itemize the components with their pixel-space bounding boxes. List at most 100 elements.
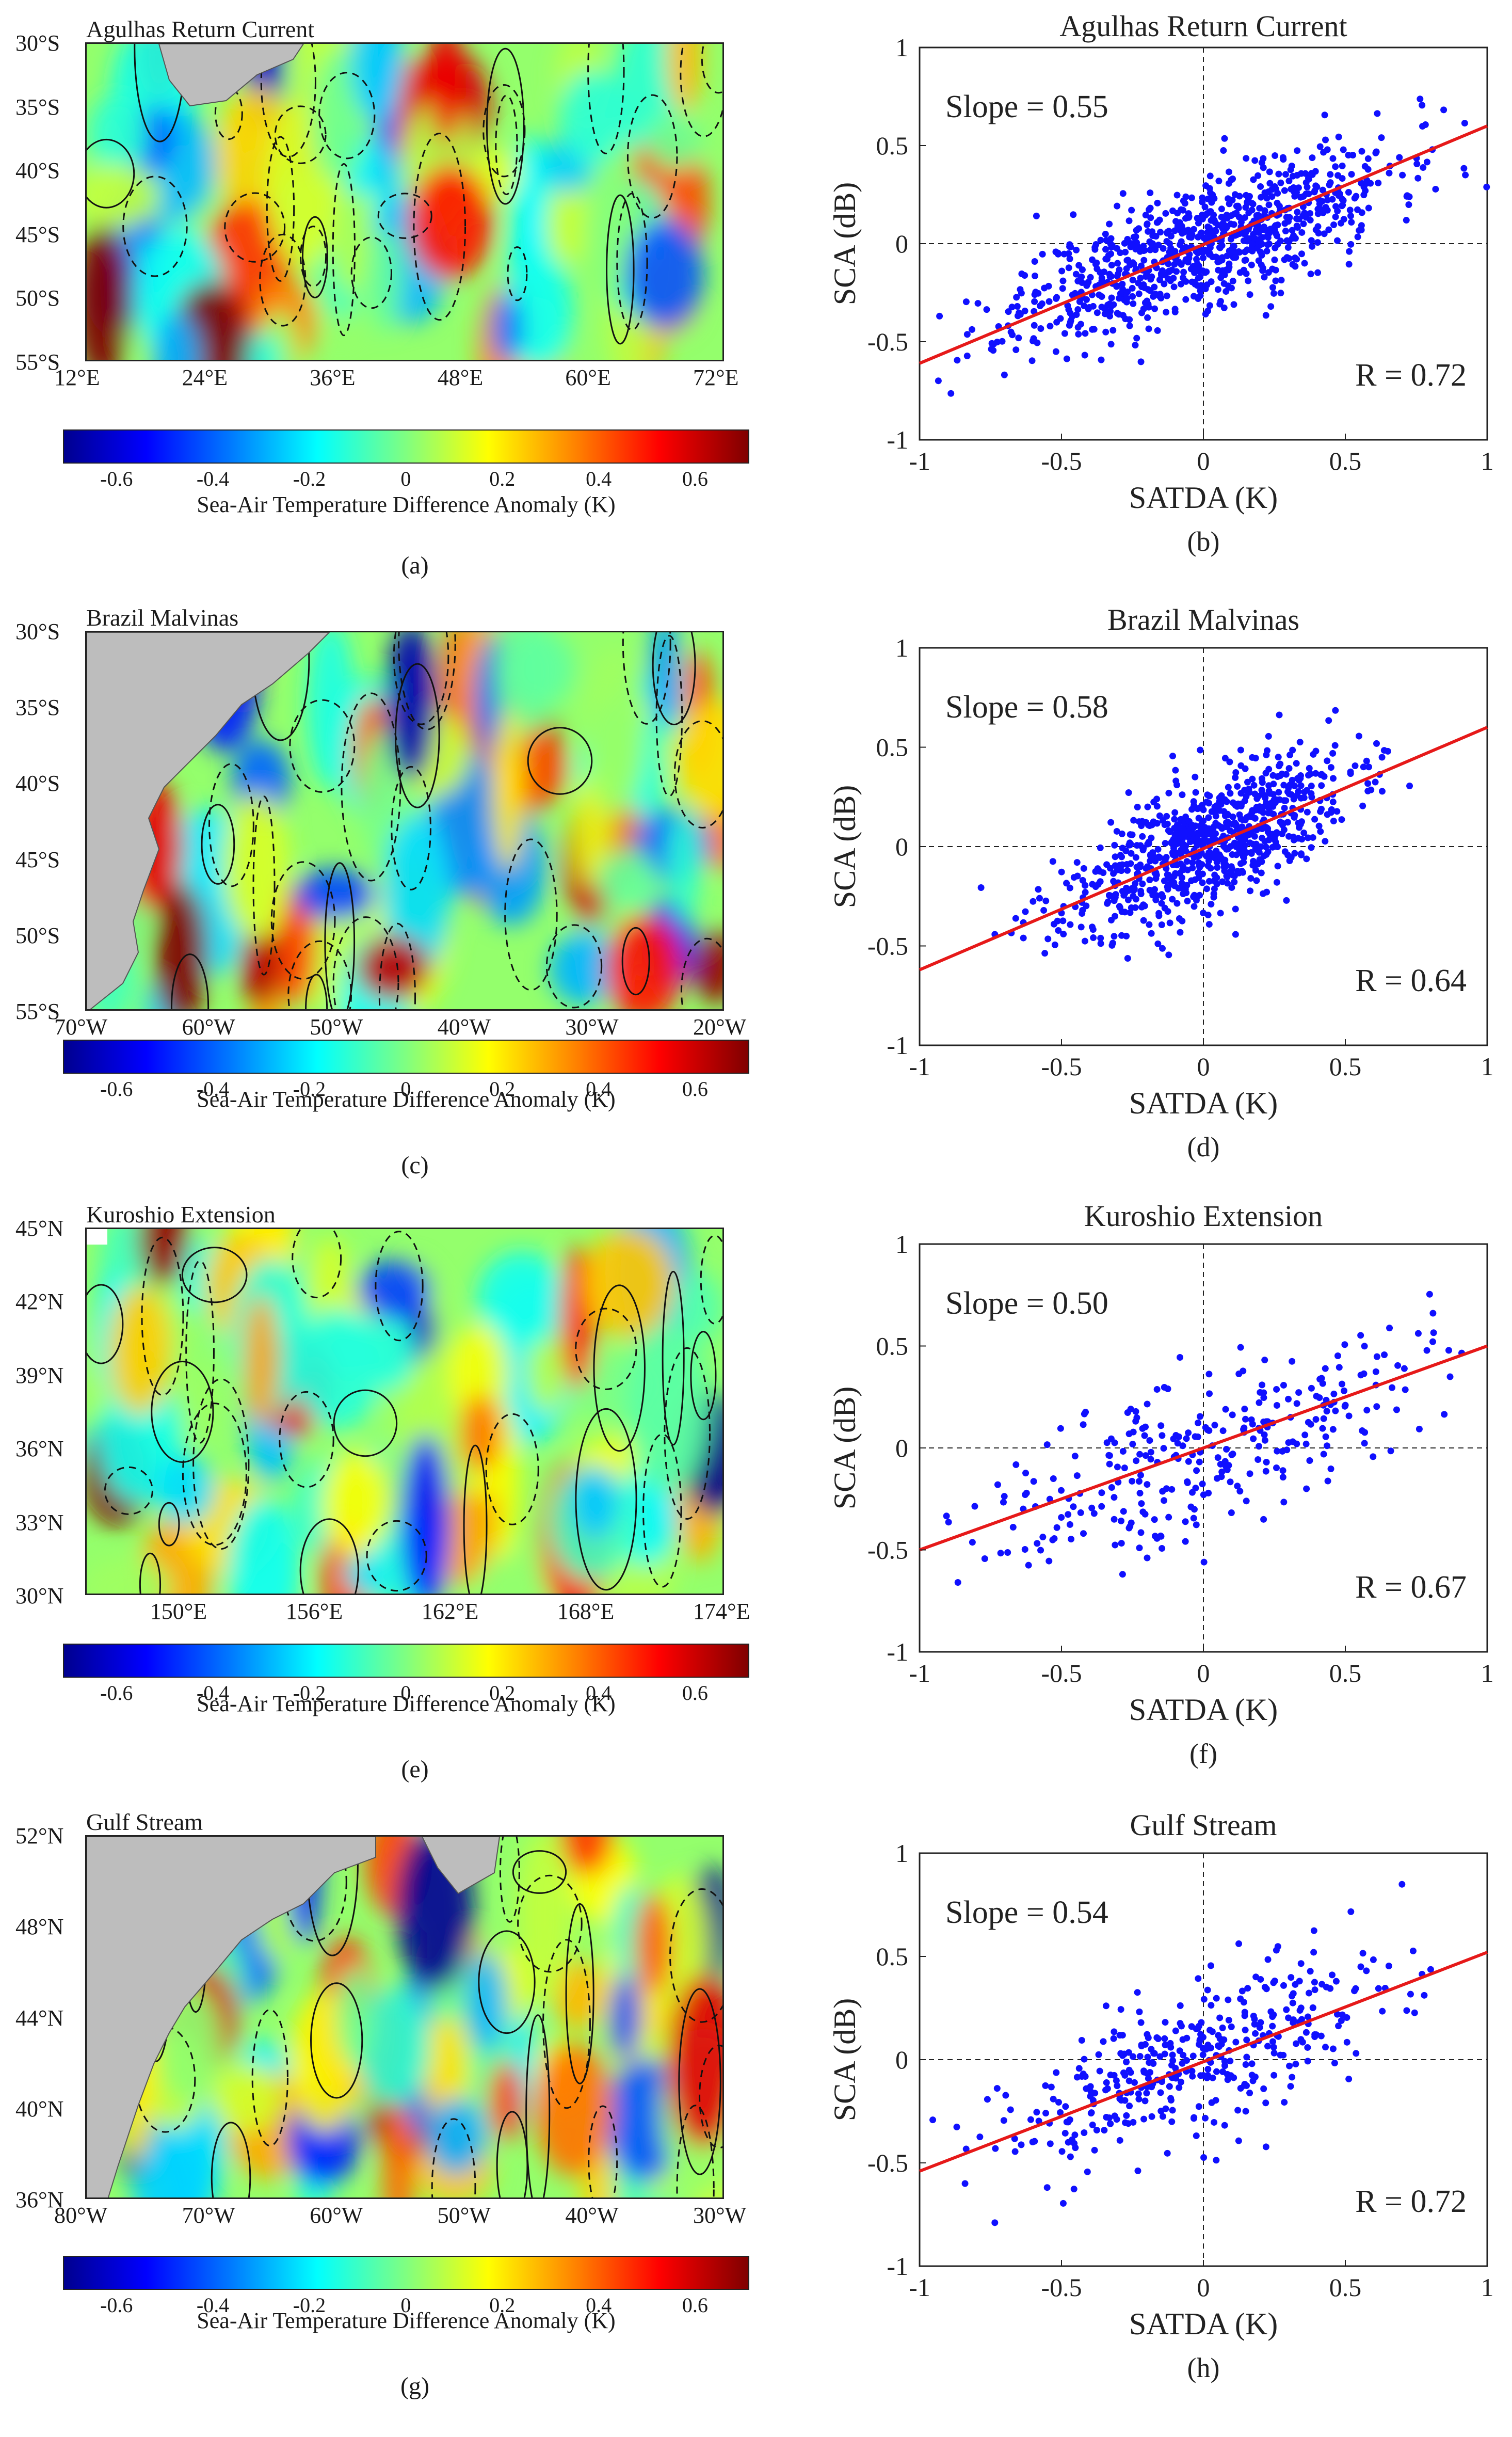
data-point bbox=[1172, 767, 1179, 774]
x-tick-label: -1 bbox=[909, 447, 930, 475]
data-point bbox=[1242, 257, 1249, 264]
data-point bbox=[1107, 250, 1115, 258]
data-point bbox=[1245, 813, 1252, 820]
data-point bbox=[1233, 851, 1240, 858]
data-point bbox=[1132, 854, 1139, 861]
contour-line bbox=[300, 226, 327, 288]
data-point bbox=[1351, 1987, 1358, 1995]
data-point bbox=[1192, 838, 1199, 845]
data-point bbox=[1112, 1541, 1119, 1549]
data-point bbox=[1133, 864, 1140, 871]
data-point bbox=[1223, 1446, 1230, 1453]
data-point bbox=[1195, 275, 1202, 282]
contour-line bbox=[413, 132, 467, 321]
data-point bbox=[1154, 327, 1161, 334]
data-point bbox=[1189, 824, 1197, 832]
data-point bbox=[1093, 2127, 1100, 2134]
map-y-tick: 40°S bbox=[15, 771, 60, 797]
data-point bbox=[1190, 2115, 1197, 2122]
data-point bbox=[1290, 795, 1297, 803]
data-point bbox=[1248, 243, 1256, 250]
data-point bbox=[1273, 230, 1280, 237]
data-point bbox=[1157, 1532, 1164, 1539]
data-point bbox=[1054, 917, 1061, 925]
data-point bbox=[1169, 753, 1177, 760]
anomaly-blob bbox=[572, 1466, 619, 1538]
data-point bbox=[1178, 2078, 1185, 2085]
data-point bbox=[1227, 868, 1234, 875]
data-point bbox=[1323, 191, 1330, 198]
data-point bbox=[1356, 227, 1363, 234]
data-point bbox=[1319, 1425, 1326, 1432]
data-point bbox=[1200, 806, 1207, 814]
data-point bbox=[1140, 247, 1148, 254]
data-point bbox=[1138, 2043, 1145, 2050]
data-point bbox=[1227, 235, 1234, 243]
data-point bbox=[1282, 171, 1289, 178]
contour-line bbox=[499, 1837, 520, 1923]
data-point bbox=[1297, 850, 1305, 857]
data-point bbox=[1151, 305, 1159, 312]
data-point bbox=[1224, 215, 1231, 222]
data-point bbox=[1230, 829, 1237, 836]
data-point bbox=[1089, 302, 1097, 310]
data-point bbox=[1159, 893, 1166, 900]
data-point bbox=[1272, 222, 1279, 229]
data-point bbox=[1121, 890, 1129, 897]
data-point bbox=[1152, 263, 1160, 270]
data-point bbox=[1111, 2072, 1118, 2079]
data-point bbox=[1191, 891, 1198, 899]
data-point bbox=[1332, 213, 1339, 220]
data-point bbox=[1214, 1454, 1221, 1461]
data-point bbox=[1195, 2103, 1202, 2110]
data-point bbox=[1172, 830, 1180, 837]
data-point bbox=[1171, 248, 1179, 255]
data-point bbox=[1088, 923, 1096, 931]
data-point bbox=[1246, 246, 1253, 253]
data-point bbox=[1190, 1515, 1197, 1522]
x-tick-label: 0 bbox=[1197, 1659, 1210, 1687]
data-point bbox=[1315, 822, 1323, 830]
data-point bbox=[1105, 252, 1112, 259]
x-tick-label: 0 bbox=[1197, 2273, 1210, 2302]
data-point bbox=[1242, 831, 1249, 838]
data-point bbox=[1071, 2131, 1079, 2139]
colorbar-tick: 0.2 bbox=[489, 2293, 516, 2317]
data-point bbox=[1199, 215, 1206, 222]
data-point bbox=[1168, 266, 1176, 274]
data-point bbox=[1111, 1494, 1118, 1501]
data-point bbox=[1361, 1343, 1368, 1350]
data-point bbox=[1234, 840, 1242, 848]
slope-annotation: Slope = 0.50 bbox=[945, 1286, 1108, 1321]
data-point bbox=[1140, 257, 1148, 264]
data-point bbox=[1127, 1523, 1134, 1530]
data-point bbox=[947, 390, 955, 397]
data-point bbox=[1317, 828, 1324, 835]
map-title: Gulf Stream bbox=[86, 1809, 203, 1835]
data-point bbox=[1242, 2027, 1249, 2034]
data-point bbox=[1316, 1376, 1324, 1383]
data-point bbox=[1183, 882, 1191, 889]
data-point bbox=[1316, 797, 1324, 804]
data-point bbox=[1135, 872, 1143, 880]
data-point bbox=[1048, 2083, 1055, 2091]
data-point bbox=[1209, 827, 1216, 834]
data-point bbox=[1196, 852, 1203, 859]
data-point bbox=[1195, 837, 1202, 844]
data-point bbox=[1182, 244, 1189, 251]
data-point bbox=[1237, 746, 1244, 754]
data-point bbox=[1217, 274, 1225, 281]
data-point bbox=[1263, 247, 1270, 254]
data-point bbox=[1069, 291, 1076, 298]
data-point bbox=[1187, 838, 1194, 846]
data-point bbox=[1229, 820, 1236, 827]
data-point bbox=[1235, 213, 1243, 220]
data-point bbox=[1256, 856, 1263, 863]
data-point bbox=[1248, 827, 1256, 835]
r-annotation: R = 0.72 bbox=[1355, 358, 1467, 393]
data-point bbox=[1282, 797, 1290, 804]
data-point bbox=[1067, 317, 1074, 324]
data-point bbox=[1197, 828, 1204, 835]
data-point bbox=[1132, 1408, 1139, 1415]
data-point bbox=[1273, 829, 1280, 836]
